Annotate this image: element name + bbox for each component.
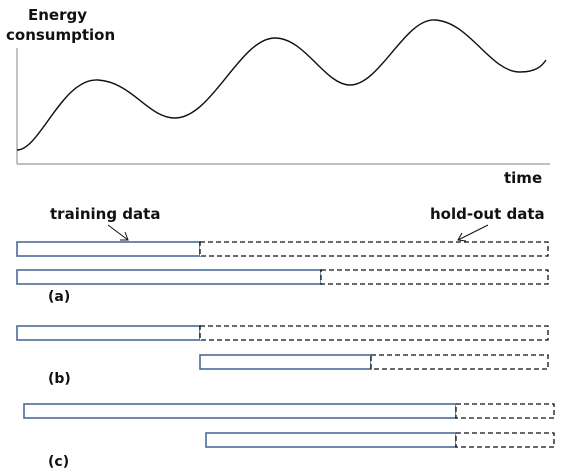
holdout-arrow [457, 224, 489, 241]
panel-c-label: (c) [48, 454, 69, 470]
training-bar [16, 241, 201, 257]
panel-c: (c) [23, 403, 555, 470]
panel-b: (b) [16, 325, 549, 387]
panel-a-label: (a) [48, 289, 70, 305]
holdout-bar [455, 432, 555, 448]
energy-curve [16, 19, 547, 151]
training-bar [205, 432, 457, 448]
training-arrowhead [120, 231, 129, 241]
y-axis-label-line2: consumption [6, 26, 115, 44]
annotations: training data hold-out data [50, 205, 545, 242]
holdout-bar [199, 325, 549, 341]
training-arrow [107, 224, 129, 241]
holdout-bar [199, 241, 549, 257]
holdout-data-label: hold-out data [430, 205, 545, 223]
holdout-bar [455, 403, 555, 419]
panel-a: (a) [16, 241, 549, 305]
holdout-arrowhead [457, 232, 467, 242]
panel-b-label: (b) [48, 371, 71, 387]
y-axis-label-line1: Energy [28, 6, 87, 24]
x-axis-label: time [504, 169, 542, 187]
training-bar [199, 354, 372, 370]
training-bar [16, 325, 201, 341]
training-bar [23, 403, 457, 419]
training-data-label: training data [50, 205, 160, 223]
holdout-bar [370, 354, 549, 370]
training-bar [16, 269, 322, 285]
holdout-bar [320, 269, 549, 285]
energy-chart: Energy consumption time [6, 6, 550, 187]
